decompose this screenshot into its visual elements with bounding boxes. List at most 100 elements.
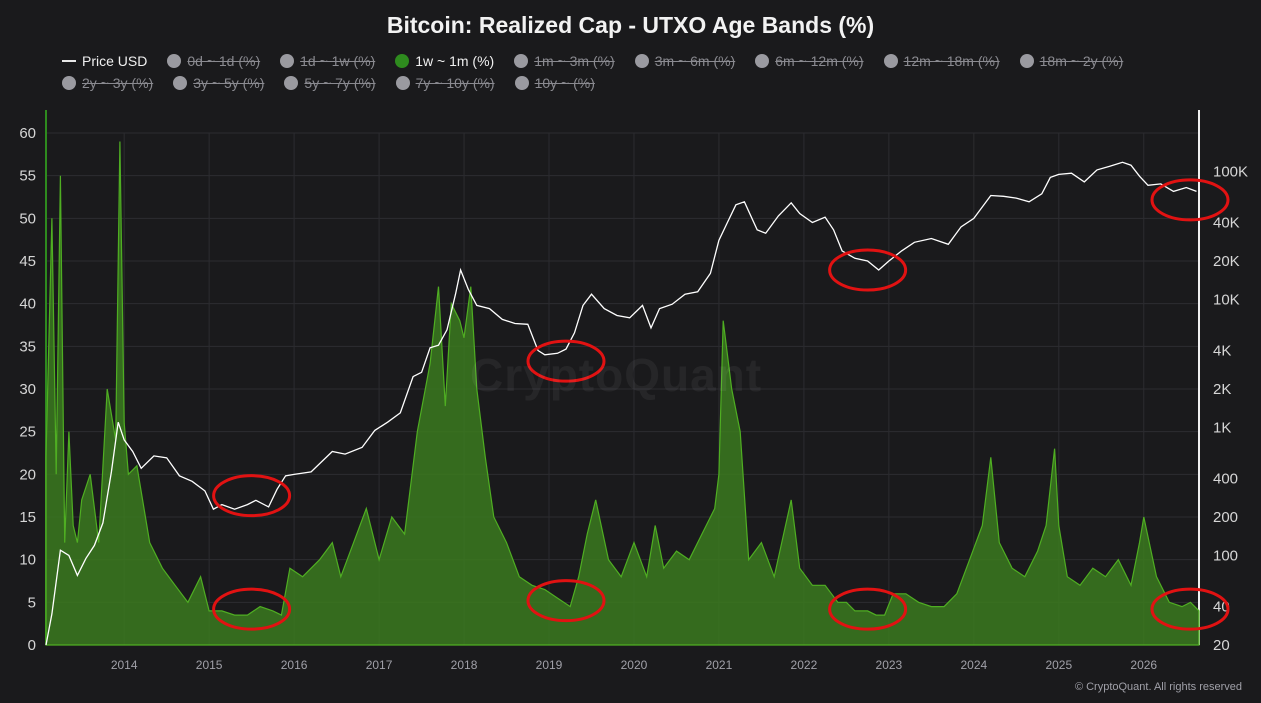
chart-title: Bitcoin: Realized Cap - UTXO Age Bands (… — [386, 12, 875, 38]
legend-item-7[interactable]: 12m ~ 18m (%) — [883, 52, 1000, 70]
x-tick-label: 2014 — [111, 658, 138, 672]
x-tick-label: 2018 — [451, 658, 478, 672]
left-tick-label: 40 — [19, 296, 36, 313]
legend-label: 10y ~ (%) — [534, 75, 595, 91]
legend-item-4[interactable]: 1m ~ 3m (%) — [514, 52, 615, 70]
legend-label: 3m ~ 6m (%) — [654, 53, 736, 69]
legend-item-0[interactable]: Price USD — [62, 52, 147, 70]
legend-label: 18m ~ 2y (%) — [1039, 53, 1124, 69]
highlight-circle — [526, 339, 606, 383]
right-tick-label: 400 — [1213, 470, 1238, 487]
left-tick-label: 20 — [19, 466, 36, 483]
series-area-1w-1m — [45, 141, 1200, 646]
legend-dot-icon — [173, 76, 188, 90]
x-tick-label: 2023 — [876, 658, 903, 672]
highlight-circle — [526, 579, 606, 623]
legend-dot-icon — [755, 54, 770, 68]
legend-dot-icon — [514, 54, 529, 68]
x-axis: 2014 2015 2016 2017 2018 2019 2020 2021 2022 2023… — [111, 658, 1158, 672]
x-tick-label: 2024 — [960, 658, 987, 672]
legend-dot-icon — [167, 54, 182, 68]
legend-dot-icon — [634, 54, 649, 68]
legend-item-13[interactable]: 10y ~ (%) — [514, 74, 595, 92]
legend-label: 2y ~ 3y (%) — [82, 75, 154, 91]
left-tick-label: 55 — [19, 168, 36, 185]
legend-dot-icon — [395, 54, 410, 68]
legend-dot-icon — [514, 76, 529, 90]
highlight-circle — [1150, 587, 1230, 631]
x-tick-label: 2017 — [366, 658, 393, 672]
x-tick-label: 2016 — [281, 658, 308, 672]
highlight-circle — [212, 587, 292, 631]
legend-label: 1d ~ 1w (%) — [300, 53, 376, 69]
x-tick-label: 2022 — [791, 658, 818, 672]
highlight-circle — [212, 474, 292, 518]
x-tick-label: 2025 — [1045, 658, 1072, 672]
legend-label: 1m ~ 3m (%) — [534, 53, 615, 69]
watermark: CryptoQuant — [470, 349, 763, 401]
legend-dot-icon — [395, 76, 410, 90]
highlight-circle — [828, 587, 908, 631]
legend-line-icon — [62, 60, 76, 62]
legend-item-6[interactable]: 6m ~ 12m (%) — [755, 52, 864, 70]
legend-dot-icon — [1019, 54, 1034, 68]
series-line-price-usd — [45, 161, 1197, 646]
right-tick-label: 40K — [1213, 214, 1240, 231]
right-tick-label: 20K — [1213, 253, 1240, 270]
left-tick-label: 30 — [19, 381, 36, 398]
legend-label: 3y ~ 5y (%) — [193, 75, 265, 91]
legend-label: 7y ~ 10y (%) — [415, 75, 495, 91]
legend-dot-icon — [883, 54, 898, 68]
legend-label: 12m ~ 18m (%) — [903, 53, 1000, 69]
left-tick-label: 35 — [19, 338, 36, 355]
left-tick-label: 10 — [19, 552, 36, 569]
legend-label: 5y ~ 7y (%) — [304, 75, 376, 91]
left-tick-label: 25 — [19, 424, 36, 441]
legend-label: 0d ~ 1d (%) — [187, 53, 261, 69]
chart-legend: Price USD 0d ~ 1d (%) 1d ~ 1w (%) 1w ~ 1m (… — [62, 52, 1232, 92]
x-tick-label: 2019 — [536, 658, 563, 672]
legend-item-10[interactable]: 3y ~ 5y (%) — [173, 74, 264, 92]
left-tick-label: 0 — [28, 637, 36, 654]
legend-item-2[interactable]: 1d ~ 1w (%) — [280, 52, 375, 70]
legend-item-5[interactable]: 3m ~ 6m (%) — [634, 52, 736, 70]
right-tick-label: 10K — [1213, 292, 1240, 309]
highlight-circle — [828, 248, 908, 292]
legend-item-9[interactable]: 2y ~ 3y (%) — [62, 74, 153, 92]
right-tick-label: 4K — [1213, 342, 1231, 359]
legend-item-11[interactable]: 5y ~ 7y (%) — [284, 74, 376, 92]
legend-item-8[interactable]: 18m ~ 2y (%) — [1019, 52, 1124, 70]
price-series-layer — [45, 161, 1197, 646]
left-tick-label: 60 — [19, 125, 36, 142]
left-tick-label: 50 — [19, 210, 36, 227]
legend-label: 1w ~ 1m (%) — [415, 53, 495, 69]
legend-dot-icon — [284, 76, 299, 90]
legend-item-12[interactable]: 7y ~ 10y (%) — [395, 74, 495, 92]
left-tick-label: 5 — [28, 594, 36, 611]
highlight-circle — [1150, 178, 1230, 222]
left-tick-label: 15 — [19, 509, 36, 526]
right-tick-label: 20 — [1213, 637, 1230, 654]
legend-label: Price USD — [82, 53, 148, 69]
legend-dot-icon — [280, 54, 295, 68]
left-tick-label: 45 — [19, 253, 36, 270]
legend-label: 6m ~ 12m (%) — [775, 53, 864, 69]
legend-item-3[interactable]: 1w ~ 1m (%) — [395, 52, 494, 70]
right-tick-label: 100K — [1213, 164, 1248, 181]
right-tick-label: 2K — [1213, 381, 1231, 398]
left-y-axis: 0 5 10 15 20 25 30 35 40 45 50 55 60 — [19, 110, 47, 654]
legend-dot-icon — [62, 76, 76, 90]
x-tick-label: 2020 — [621, 658, 648, 672]
x-tick-label: 2026 — [1130, 658, 1157, 672]
area-series-layer — [45, 141, 1200, 646]
highlight-circles — [212, 178, 1230, 631]
legend-item-1[interactable]: 0d ~ 1d (%) — [167, 52, 260, 70]
right-tick-label: 200 — [1213, 509, 1238, 526]
copyright-credit: © CryptoQuant. All rights reserved — [1074, 681, 1242, 693]
right-tick-label: 100 — [1213, 548, 1238, 565]
x-tick-label: 2021 — [706, 658, 733, 672]
x-tick-label: 2015 — [196, 658, 223, 672]
right-tick-label: 1K — [1213, 420, 1231, 437]
